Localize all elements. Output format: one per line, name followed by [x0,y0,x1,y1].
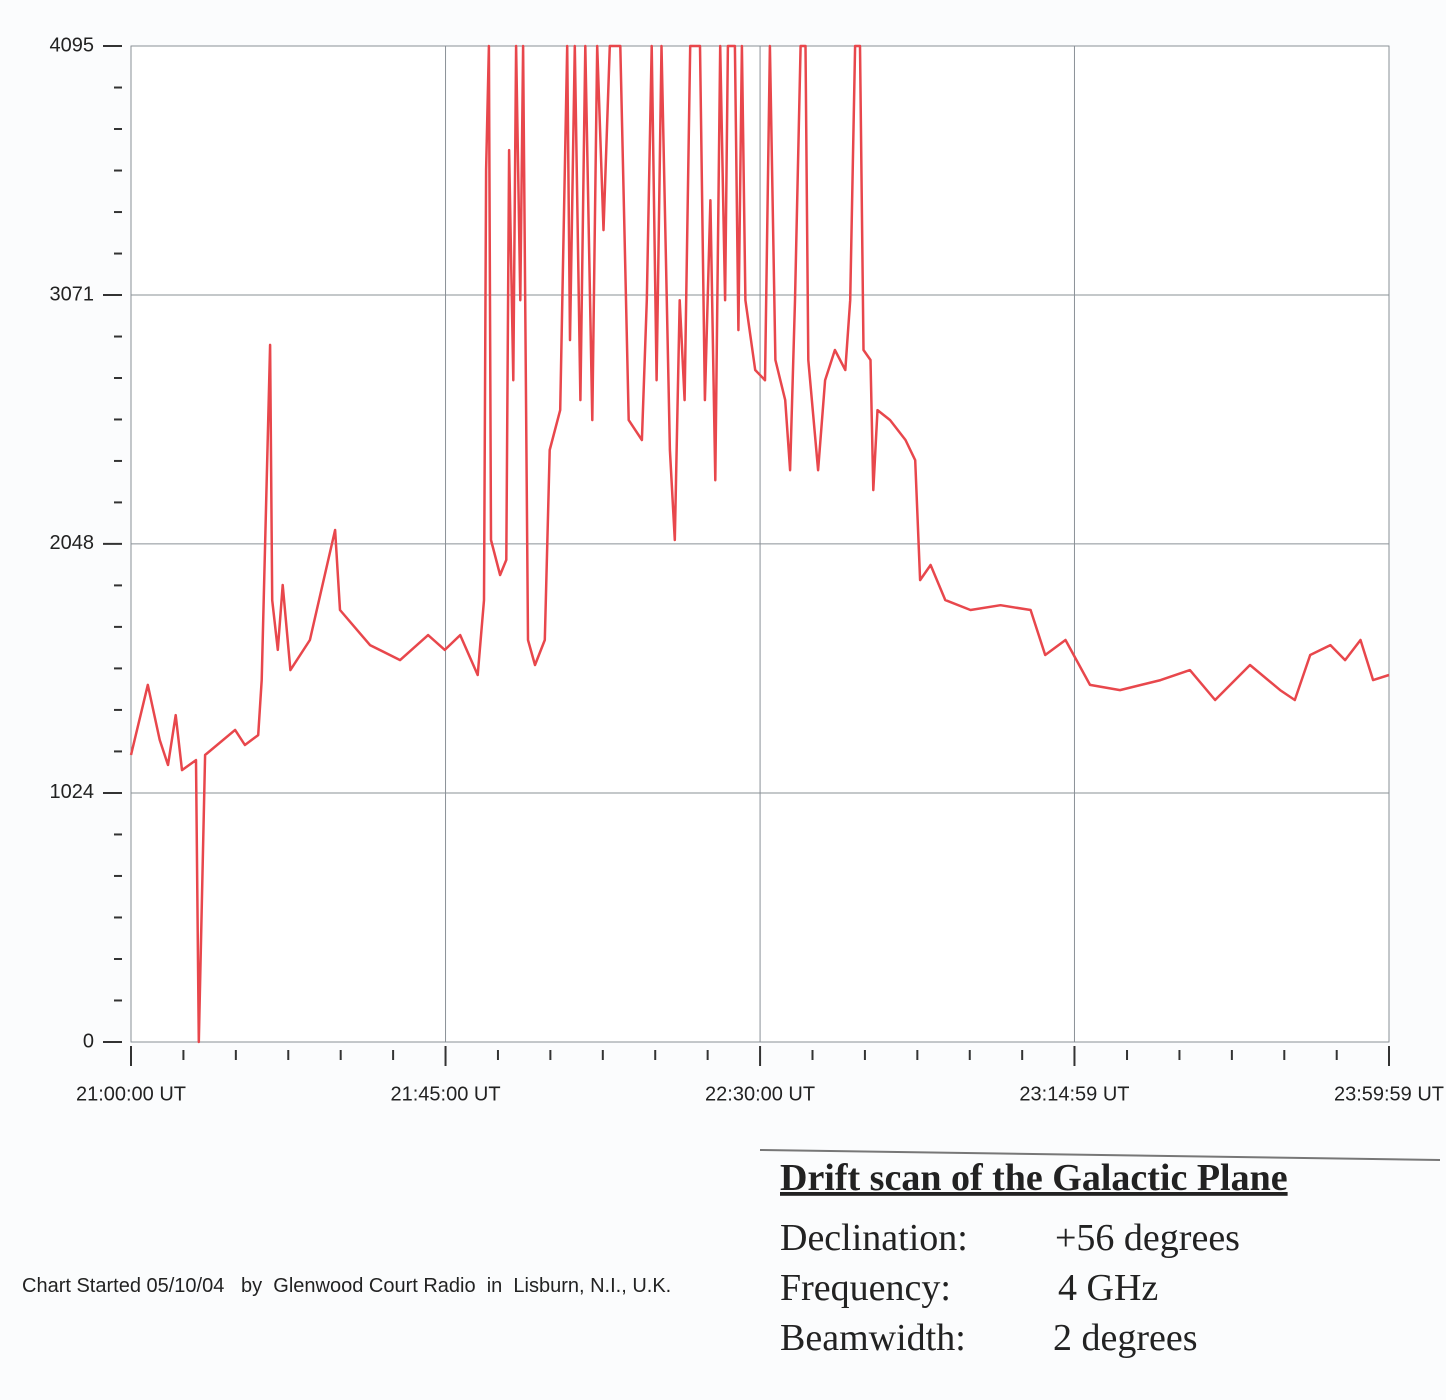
y-tick-label: 0 [83,1030,94,1052]
caption-title: Drift scan of the Galactic Plane [780,1157,1288,1199]
caption-value: 4 GHz [1058,1267,1158,1309]
caption-label: Frequency: [780,1267,951,1309]
data-line [129,44,1390,1044]
caption-value: +56 degrees [1055,1217,1240,1259]
x-tick-label: 21:00:00 UT [76,1083,186,1105]
y-tick-label: 1024 [50,781,95,803]
y-tick-label: 4095 [50,34,95,56]
y-tick-label: 3071 [50,283,95,305]
caption-border [759,1149,1441,1161]
footnote: Chart Started 05/10/04 by Glenwood Court… [22,1275,671,1297]
x-tick-label: 22:30:00 UT [705,1083,815,1105]
x-tick-label: 23:14:59 UT [1019,1083,1129,1105]
caption-label: Beamwidth: [780,1317,966,1359]
caption-label: Declination: [780,1217,968,1259]
x-tick-label: 21:45:00 UT [390,1083,500,1105]
y-tick-label: 2048 [50,532,95,554]
caption-value: 2 degrees [1053,1317,1198,1359]
x-tick-label: 23:59:59 UT [1334,1083,1444,1105]
